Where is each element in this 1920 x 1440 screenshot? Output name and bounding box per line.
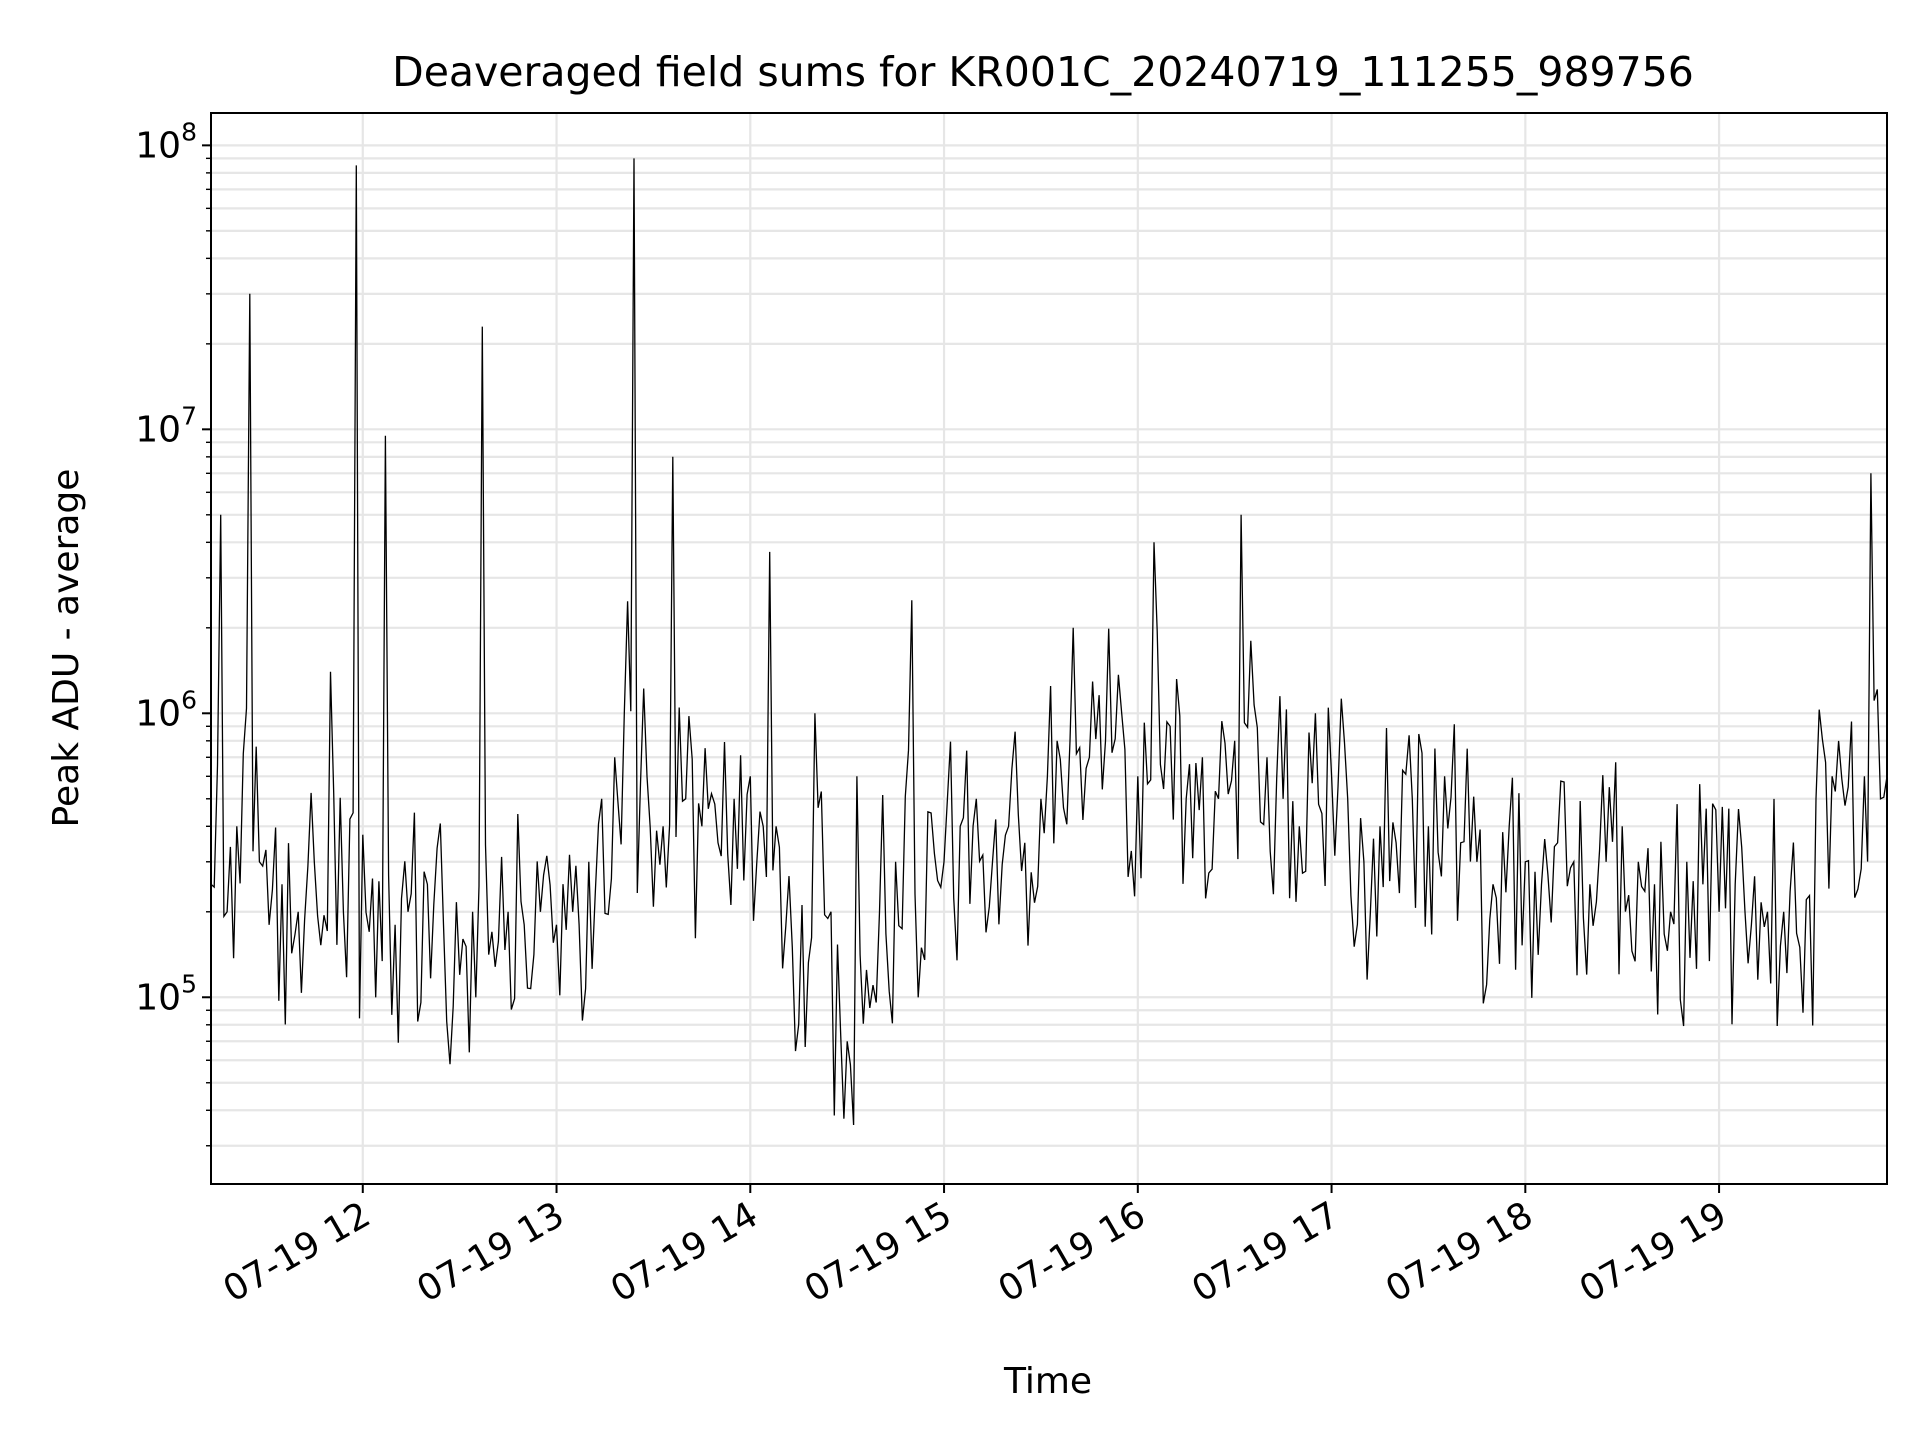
series-line [210, 158, 1888, 1126]
x-tick-label: 07-19 16 [992, 1194, 1153, 1310]
x-tick-label: 07-19 19 [1573, 1194, 1734, 1310]
x-tick-label: 07-19 13 [410, 1194, 571, 1310]
x-tick-label: 07-19 18 [1379, 1194, 1540, 1310]
x-tick-label: 07-19 17 [1185, 1194, 1346, 1310]
x-tick-label: 07-19 12 [217, 1194, 378, 1310]
y-tick-label: 107 [135, 401, 197, 450]
x-axis-label: Time [1003, 1361, 1092, 1402]
y-axis: 105 106 107 108 [135, 117, 211, 1147]
x-tick-label: 07-19 14 [604, 1194, 765, 1310]
plot-frame [210, 112, 1888, 1185]
major-gridlines [211, 113, 1887, 1184]
y-tick-label: 108 [135, 117, 197, 166]
y-axis-label: Peak ADU - average [46, 469, 87, 828]
x-axis: 07-19 12 07-19 13 07-19 14 07-19 15 07-19 16… [217, 1184, 1734, 1311]
chart-title: Deaveraged field sums for KR001C_2024071… [392, 48, 1694, 96]
x-tick-label: 07-19 15 [798, 1194, 959, 1310]
y-tick-label: 105 [135, 969, 197, 1018]
y-tick-label: 106 [135, 685, 197, 734]
data-series [210, 158, 1888, 1126]
